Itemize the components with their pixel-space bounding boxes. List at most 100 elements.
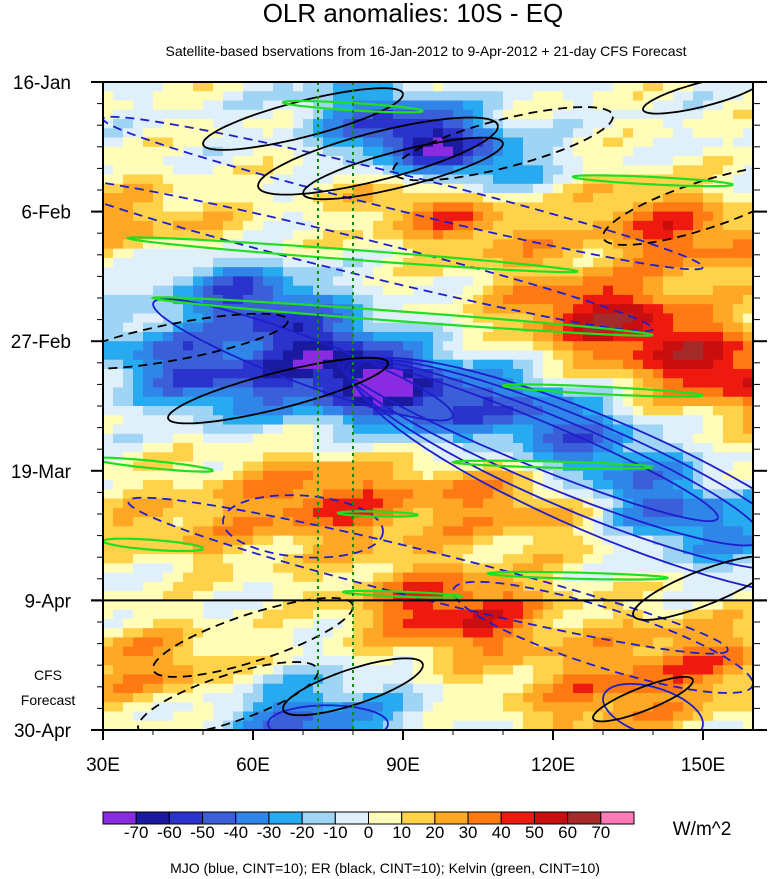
field-cell bbox=[373, 211, 384, 222]
field-cell bbox=[453, 146, 464, 157]
field-cell bbox=[553, 424, 564, 435]
field-cell bbox=[303, 581, 314, 592]
field-cell bbox=[193, 128, 204, 139]
field-cell bbox=[553, 396, 564, 407]
field-cell bbox=[293, 554, 304, 564]
field-cell bbox=[103, 165, 114, 176]
field-cell bbox=[113, 618, 124, 629]
field-cell bbox=[213, 517, 224, 527]
field-cell bbox=[673, 637, 684, 648]
field-cell bbox=[733, 267, 744, 277]
field-cell bbox=[243, 526, 254, 537]
field-cell bbox=[633, 387, 644, 398]
field-cell bbox=[693, 517, 704, 527]
field-cell bbox=[293, 535, 304, 546]
field-cell bbox=[273, 368, 284, 379]
field-cell bbox=[593, 378, 604, 389]
field-cell bbox=[543, 165, 554, 176]
forecast-label-line-1: CFS bbox=[34, 667, 62, 683]
field-cell bbox=[623, 146, 634, 157]
field-cell bbox=[433, 692, 444, 703]
field-cell bbox=[273, 507, 284, 518]
field-cell bbox=[333, 146, 344, 157]
field-cell bbox=[703, 433, 714, 444]
field-cell bbox=[393, 304, 404, 315]
field-cell bbox=[183, 433, 194, 444]
field-cell bbox=[473, 692, 484, 703]
field-cell bbox=[183, 591, 194, 601]
field-cell bbox=[603, 257, 614, 268]
field-cell bbox=[423, 193, 434, 203]
field-cell bbox=[133, 581, 144, 592]
field-cell bbox=[693, 618, 704, 629]
field-cell bbox=[263, 692, 274, 703]
field-cell bbox=[403, 452, 414, 463]
field-cell bbox=[573, 406, 584, 416]
field-cell bbox=[123, 156, 134, 166]
field-cell bbox=[353, 91, 364, 102]
field-cell bbox=[283, 285, 294, 296]
field-cell bbox=[523, 591, 534, 601]
field-cell bbox=[333, 341, 344, 352]
field-cell bbox=[223, 628, 234, 639]
field-cell bbox=[433, 683, 444, 694]
field-cell bbox=[453, 313, 464, 324]
field-cell bbox=[123, 331, 134, 342]
field-cell bbox=[183, 480, 194, 490]
field-cell bbox=[473, 683, 484, 694]
field-cell bbox=[373, 433, 384, 444]
field-cell bbox=[173, 396, 184, 407]
field-cell bbox=[683, 581, 694, 592]
field-cell bbox=[683, 433, 694, 444]
field-cell bbox=[403, 720, 414, 730]
field-cell bbox=[623, 82, 634, 92]
field-cell bbox=[333, 581, 344, 592]
field-cell bbox=[473, 174, 484, 185]
field-cell bbox=[643, 665, 654, 676]
field-cell bbox=[343, 480, 354, 490]
field-cell bbox=[413, 396, 424, 407]
field-cell bbox=[443, 193, 454, 203]
field-cell bbox=[203, 591, 214, 601]
field-cell bbox=[263, 572, 274, 583]
field-cell bbox=[303, 341, 314, 352]
field-cell bbox=[173, 341, 184, 352]
field-cell bbox=[573, 294, 584, 305]
er-contour bbox=[282, 657, 424, 717]
field-cell bbox=[653, 137, 664, 148]
field-cell bbox=[143, 646, 154, 657]
field-cell bbox=[343, 276, 354, 287]
field-cell bbox=[653, 720, 664, 730]
field-cell bbox=[233, 341, 244, 352]
field-cell bbox=[623, 257, 634, 268]
field-cell bbox=[293, 591, 304, 601]
field-cell bbox=[253, 480, 264, 490]
field-cell bbox=[333, 563, 344, 574]
field-cell bbox=[303, 591, 314, 601]
field-cell bbox=[733, 350, 744, 361]
field-cell bbox=[683, 692, 694, 703]
field-cell bbox=[373, 341, 384, 352]
field-cell bbox=[613, 341, 624, 352]
field-cell bbox=[183, 646, 194, 657]
field-cell bbox=[713, 368, 724, 379]
field-cell bbox=[173, 100, 184, 111]
field-cell bbox=[593, 100, 604, 111]
field-cell bbox=[373, 174, 384, 185]
field-cell bbox=[113, 480, 124, 490]
kelvin-contour bbox=[125, 236, 579, 274]
field-cell bbox=[203, 655, 214, 666]
field-cell bbox=[593, 498, 604, 509]
y-tick-label: 27-Feb bbox=[11, 332, 71, 353]
field-cell bbox=[453, 378, 464, 389]
field-cell bbox=[553, 581, 564, 592]
field-cell bbox=[333, 239, 344, 250]
field-cell bbox=[723, 313, 734, 324]
field-cell bbox=[283, 165, 294, 176]
field-cell bbox=[623, 193, 634, 203]
field-cell bbox=[233, 424, 244, 435]
field-cell bbox=[133, 100, 144, 111]
field-cell bbox=[643, 406, 654, 416]
field-cell bbox=[353, 628, 364, 639]
field-cell bbox=[713, 119, 724, 129]
